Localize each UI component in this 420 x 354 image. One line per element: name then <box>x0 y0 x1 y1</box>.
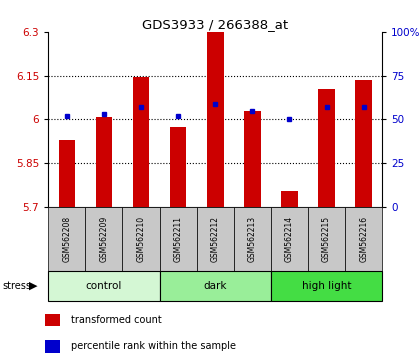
Bar <box>271 271 382 301</box>
Bar <box>197 207 234 271</box>
Bar <box>170 127 186 207</box>
Text: transformed count: transformed count <box>71 315 162 325</box>
Bar <box>58 140 75 207</box>
Bar <box>123 207 160 271</box>
Bar <box>160 207 197 271</box>
Text: ▶: ▶ <box>29 281 37 291</box>
Bar <box>308 207 345 271</box>
Bar <box>234 207 271 271</box>
Bar <box>281 191 298 207</box>
Bar <box>355 80 372 207</box>
Title: GDS3933 / 266388_at: GDS3933 / 266388_at <box>142 18 288 31</box>
Text: control: control <box>86 281 122 291</box>
Text: high light: high light <box>302 281 351 291</box>
Bar <box>48 271 160 301</box>
Bar <box>133 77 150 207</box>
Bar <box>318 89 335 207</box>
Text: percentile rank within the sample: percentile rank within the sample <box>71 341 236 351</box>
Text: GSM562213: GSM562213 <box>248 216 257 262</box>
Text: dark: dark <box>204 281 227 291</box>
Text: stress: stress <box>2 281 31 291</box>
Text: GSM562210: GSM562210 <box>136 216 146 262</box>
Text: GSM562211: GSM562211 <box>173 216 183 262</box>
Bar <box>96 116 112 207</box>
Bar <box>207 32 223 207</box>
Text: GSM562208: GSM562208 <box>62 216 71 262</box>
Text: GSM562215: GSM562215 <box>322 216 331 262</box>
Text: GSM562214: GSM562214 <box>285 216 294 262</box>
Bar <box>244 111 261 207</box>
Text: GSM562216: GSM562216 <box>359 216 368 262</box>
Bar <box>45 314 60 326</box>
Bar <box>271 207 308 271</box>
Bar <box>345 207 382 271</box>
Text: GSM562212: GSM562212 <box>211 216 220 262</box>
Bar <box>85 207 123 271</box>
Text: GSM562209: GSM562209 <box>100 216 108 262</box>
Bar <box>48 207 85 271</box>
Bar <box>45 340 60 353</box>
Bar <box>160 271 271 301</box>
